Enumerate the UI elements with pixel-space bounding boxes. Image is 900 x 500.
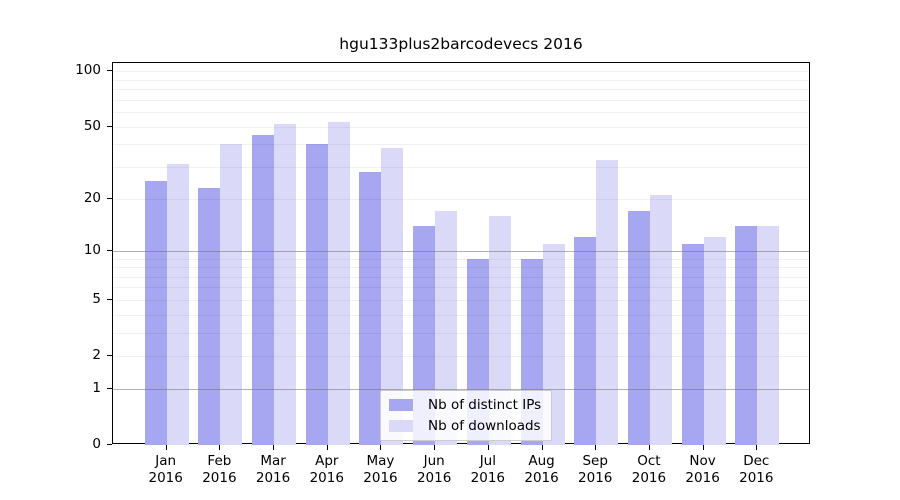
y-tick-10 (107, 249, 112, 251)
bar-downloads-oct (649, 194, 672, 445)
y-tick-0 (107, 444, 112, 445)
x-tick-label-jun: Jun 2016 (416, 453, 452, 486)
legend-label-downloads: Nb of downloads (428, 418, 541, 434)
x-tick-aug (541, 445, 543, 450)
x-tick-nov (702, 445, 704, 450)
x-tick-label-year-apr: 2016 (309, 470, 344, 486)
y-tick-1 (107, 387, 112, 389)
bar-distinct-ips-feb (198, 187, 221, 445)
x-tick-label-jan: Jan 2016 (148, 453, 183, 486)
bar-downloads-mar (274, 123, 297, 445)
x-tick-label-year-feb: 2016 (202, 470, 237, 486)
x-tick-label-year-jun: 2016 (416, 470, 452, 486)
bars-layer (113, 63, 809, 445)
bar-distinct-ips-sep (574, 237, 597, 445)
x-tick-sep (595, 445, 597, 450)
y-tick-50 (107, 125, 112, 127)
legend: Nb of distinct IPs Nb of downloads (380, 390, 553, 441)
y-tick-20 (107, 197, 112, 199)
y-axis: 0 1 2 5 10 20 50 100 (0, 62, 112, 452)
x-tick-label-year-dec: 2016 (739, 470, 774, 486)
legend-label-distinct-ips: Nb of distinct IPs (428, 397, 542, 413)
x-tick-mar (273, 445, 275, 450)
x-tick-label-feb: Feb 2016 (202, 453, 237, 486)
bar-downloads-apr (327, 122, 350, 445)
x-tick-jun (434, 445, 436, 450)
x-tick-jan (165, 445, 167, 450)
y-tick-label-5: 5 (92, 290, 101, 307)
bar-downloads-may (381, 148, 404, 445)
x-tick-label-year-sep: 2016 (578, 470, 613, 486)
x-tick-label-aug: Aug 2016 (524, 453, 559, 486)
x-tick-dec (756, 445, 758, 450)
bar-distinct-ips-nov (681, 243, 704, 445)
bar-downloads-feb (220, 144, 243, 445)
y-tick-label-0: 0 (92, 436, 101, 452)
bar-distinct-ips-apr (305, 144, 328, 445)
y-tick-100 (107, 70, 112, 72)
y-tick-label-50: 50 (83, 117, 101, 134)
bar-distinct-ips-jan (144, 181, 167, 445)
x-tick-oct (648, 445, 650, 450)
legend-item-distinct-ips: Nb of distinct IPs (389, 397, 541, 413)
y-tick-label-2: 2 (92, 347, 101, 364)
x-tick-label-sep: Sep 2016 (578, 453, 613, 486)
legend-swatch-downloads (389, 420, 413, 432)
y-tick-label-10: 10 (83, 241, 101, 258)
bar-distinct-ips-oct (627, 211, 650, 445)
x-tick-label-apr: Apr 2016 (309, 453, 344, 486)
bar-distinct-ips-may (359, 172, 382, 445)
x-tick-label-jul: Jul 2016 (470, 453, 506, 486)
plot-area: Nb of distinct IPs Nb of downloads (112, 62, 810, 445)
y-tick-label-20: 20 (83, 189, 101, 206)
x-tick-jul (487, 445, 489, 450)
x-tick-label-year-oct: 2016 (631, 470, 667, 486)
bar-downloads-nov (703, 237, 726, 445)
bar-distinct-ips-mar (252, 135, 275, 445)
x-tick-may (380, 445, 382, 450)
bar-downloads-jul (488, 215, 511, 445)
y-tick-label-100: 100 (75, 62, 101, 79)
x-tick-label-year-aug: 2016 (524, 470, 559, 486)
x-tick-apr (326, 445, 328, 450)
x-tick-label-year-jan: 2016 (148, 470, 183, 486)
x-axis: Jan 2016 Feb 2016 Mar 2016 Apr 2016 May 2016 Jun 20… (112, 444, 810, 500)
x-tick-feb (219, 445, 221, 450)
x-tick-label-year-may: 2016 (363, 470, 398, 486)
bar-downloads-jan (166, 164, 189, 445)
bar-downloads-sep (596, 159, 619, 445)
x-tick-label-year-jul: 2016 (470, 470, 506, 486)
legend-item-downloads: Nb of downloads (389, 418, 541, 434)
x-tick-label-may: May 2016 (363, 453, 398, 486)
y-tick-5 (107, 298, 112, 300)
y-tick-2 (107, 355, 112, 357)
legend-swatch-distinct-ips (389, 399, 413, 411)
x-tick-label-year-mar: 2016 (255, 470, 291, 486)
bar-downloads-jun (435, 211, 458, 445)
x-tick-label-nov: Nov 2016 (685, 453, 720, 486)
y-tick-label-1: 1 (92, 379, 101, 396)
bar-distinct-ips-dec (735, 225, 758, 445)
x-tick-label-dec: Dec 2016 (739, 453, 774, 486)
bar-downloads-dec (757, 225, 780, 445)
x-tick-label-year-nov: 2016 (685, 470, 720, 486)
x-tick-label-oct: Oct 2016 (631, 453, 667, 486)
x-tick-label-mar: Mar 2016 (255, 453, 291, 486)
chart-title: hgu133plus2barcodevecs 2016 (339, 35, 583, 53)
